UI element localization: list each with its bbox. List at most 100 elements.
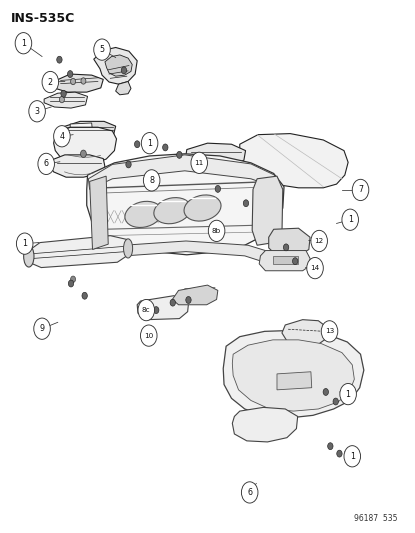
Polygon shape	[273, 256, 298, 264]
Text: 13: 13	[325, 328, 334, 334]
Circle shape	[215, 185, 220, 192]
Text: 1: 1	[346, 390, 351, 399]
Circle shape	[34, 318, 50, 340]
Polygon shape	[232, 407, 298, 442]
Circle shape	[57, 56, 62, 63]
Circle shape	[208, 220, 225, 241]
Circle shape	[141, 325, 157, 346]
Circle shape	[68, 70, 73, 77]
Circle shape	[94, 39, 110, 60]
Circle shape	[293, 258, 298, 265]
Circle shape	[68, 280, 74, 287]
Circle shape	[154, 306, 159, 313]
Circle shape	[71, 276, 76, 282]
Text: 1: 1	[350, 452, 355, 461]
Circle shape	[134, 141, 140, 148]
Polygon shape	[172, 285, 218, 305]
Circle shape	[163, 144, 168, 151]
Circle shape	[38, 154, 54, 174]
Ellipse shape	[184, 195, 221, 221]
Circle shape	[311, 230, 327, 252]
Circle shape	[337, 450, 342, 457]
Polygon shape	[109, 241, 266, 261]
Text: 96187  535: 96187 535	[354, 514, 398, 523]
Text: INS-535C: INS-535C	[11, 12, 75, 26]
Circle shape	[191, 152, 208, 173]
Polygon shape	[54, 74, 103, 92]
Polygon shape	[70, 123, 93, 134]
Text: 11: 11	[195, 160, 204, 166]
Text: 8b: 8b	[212, 228, 221, 234]
Polygon shape	[137, 296, 189, 320]
Text: 6: 6	[44, 159, 49, 168]
Polygon shape	[186, 143, 246, 166]
Circle shape	[54, 126, 70, 147]
Circle shape	[307, 257, 323, 279]
Polygon shape	[259, 251, 310, 271]
Circle shape	[142, 133, 158, 154]
Polygon shape	[232, 340, 354, 411]
Text: 5: 5	[100, 45, 105, 54]
Polygon shape	[44, 92, 88, 108]
Circle shape	[42, 71, 59, 93]
Circle shape	[242, 482, 258, 503]
Circle shape	[170, 299, 176, 306]
Polygon shape	[105, 55, 132, 76]
Circle shape	[121, 67, 127, 74]
Circle shape	[340, 383, 356, 405]
Text: 10: 10	[144, 333, 154, 338]
Circle shape	[321, 321, 338, 342]
Polygon shape	[94, 47, 137, 84]
Text: 6: 6	[247, 488, 252, 497]
Circle shape	[81, 150, 86, 158]
Text: 14: 14	[310, 265, 320, 271]
Circle shape	[82, 292, 87, 299]
Circle shape	[138, 300, 154, 321]
Text: 1: 1	[22, 239, 27, 248]
Circle shape	[71, 78, 76, 85]
Circle shape	[59, 96, 64, 103]
Circle shape	[333, 398, 338, 405]
Circle shape	[144, 169, 160, 191]
Circle shape	[17, 233, 33, 254]
Polygon shape	[49, 155, 105, 177]
Circle shape	[344, 446, 361, 467]
Text: 8c: 8c	[142, 307, 151, 313]
Circle shape	[352, 179, 369, 200]
Polygon shape	[88, 155, 274, 189]
Text: 8: 8	[149, 176, 154, 185]
Circle shape	[328, 443, 333, 450]
Polygon shape	[252, 176, 283, 245]
Circle shape	[15, 33, 32, 54]
Polygon shape	[282, 320, 327, 346]
Text: 4: 4	[59, 132, 64, 141]
Ellipse shape	[125, 201, 162, 228]
Text: 9: 9	[39, 324, 45, 333]
Polygon shape	[54, 127, 117, 165]
Circle shape	[126, 161, 131, 168]
Polygon shape	[277, 372, 312, 390]
Polygon shape	[269, 228, 310, 256]
Polygon shape	[240, 134, 348, 188]
Ellipse shape	[154, 198, 191, 224]
Ellipse shape	[24, 246, 34, 267]
Circle shape	[177, 151, 182, 158]
Polygon shape	[29, 236, 131, 268]
Circle shape	[243, 200, 249, 207]
Circle shape	[323, 389, 329, 395]
Text: 1: 1	[147, 139, 152, 148]
Circle shape	[283, 244, 289, 251]
Circle shape	[342, 209, 359, 230]
Polygon shape	[223, 330, 364, 418]
Circle shape	[186, 296, 191, 303]
Text: 1: 1	[348, 215, 353, 224]
Circle shape	[81, 78, 86, 84]
Polygon shape	[87, 154, 284, 255]
Text: 3: 3	[34, 107, 39, 116]
Text: 1: 1	[21, 39, 26, 48]
Polygon shape	[62, 122, 116, 140]
Circle shape	[29, 101, 45, 122]
Ellipse shape	[124, 239, 133, 258]
Text: 2: 2	[48, 77, 53, 86]
Polygon shape	[116, 82, 131, 95]
